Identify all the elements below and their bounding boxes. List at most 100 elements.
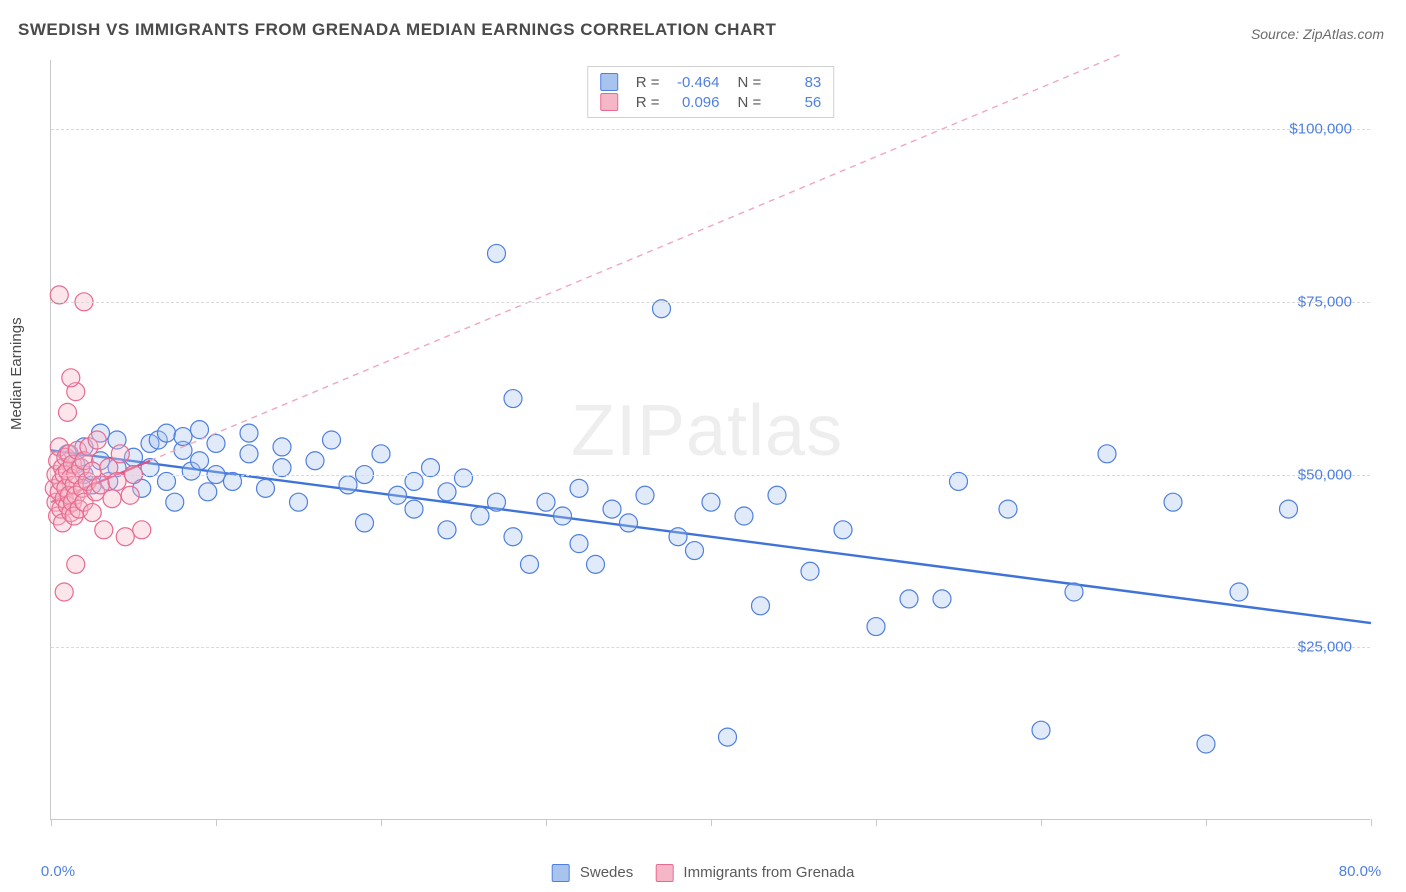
data-point-swedes — [166, 493, 184, 511]
scatter-svg — [51, 60, 1371, 820]
data-point-swedes — [199, 483, 217, 501]
data-point-swedes — [405, 500, 423, 518]
data-point-swedes — [1032, 721, 1050, 739]
data-point-swedes — [570, 479, 588, 497]
data-point-swedes — [752, 597, 770, 615]
data-point-swedes — [504, 528, 522, 546]
y-tick-label: $25,000 — [1298, 639, 1352, 656]
data-point-swedes — [686, 542, 704, 560]
x-tick — [381, 819, 382, 826]
data-point-swedes — [240, 445, 258, 463]
data-point-swedes — [339, 476, 357, 494]
data-point-swedes — [669, 528, 687, 546]
y-tick-label: $50,000 — [1298, 466, 1352, 483]
x-tick — [876, 819, 877, 826]
n-value-grenada: 56 — [769, 94, 821, 111]
data-point-swedes — [488, 493, 506, 511]
trend-line-swedes — [51, 450, 1371, 623]
gridline — [51, 475, 1370, 476]
data-point-swedes — [570, 535, 588, 553]
data-point-swedes — [933, 590, 951, 608]
x-tick — [51, 819, 52, 826]
legend-label-swedes: Swedes — [580, 864, 633, 881]
gridline — [51, 129, 1370, 130]
data-point-swedes — [356, 514, 374, 532]
data-point-swedes — [620, 514, 638, 532]
data-point-swedes — [900, 590, 918, 608]
data-point-swedes — [719, 728, 737, 746]
data-point-swedes — [1230, 583, 1248, 601]
plot-area: ZIPatlas R = -0.464 N = 83 R = 0.096 N =… — [50, 60, 1370, 820]
data-point-swedes — [158, 424, 176, 442]
data-point-swedes — [273, 438, 291, 456]
data-point-grenada — [103, 490, 121, 508]
legend-item-grenada: Immigrants from Grenada — [655, 864, 854, 882]
data-point-swedes — [389, 486, 407, 504]
data-point-swedes — [207, 434, 225, 452]
y-tick-label: $75,000 — [1298, 293, 1352, 310]
data-point-grenada — [95, 521, 113, 539]
data-point-grenada — [67, 555, 85, 573]
data-point-grenada — [55, 583, 73, 601]
data-point-swedes — [768, 486, 786, 504]
gridline — [51, 647, 1370, 648]
r-value-grenada: 0.096 — [668, 94, 720, 111]
n-value-swedes: 83 — [769, 74, 821, 91]
x-tick — [1041, 819, 1042, 826]
data-point-swedes — [372, 445, 390, 463]
x-axis-max-label: 80.0% — [1339, 863, 1382, 880]
data-point-swedes — [537, 493, 555, 511]
data-point-swedes — [521, 555, 539, 573]
data-point-swedes — [1197, 735, 1215, 753]
data-point-swedes — [438, 483, 456, 501]
x-axis-min-label: 0.0% — [41, 863, 75, 880]
data-point-grenada — [88, 431, 106, 449]
x-tick — [1371, 819, 1372, 826]
swatch-grenada — [600, 93, 618, 111]
data-point-swedes — [174, 428, 192, 446]
correlation-row-swedes: R = -0.464 N = 83 — [600, 72, 822, 92]
x-tick — [216, 819, 217, 826]
data-point-swedes — [290, 493, 308, 511]
y-tick-label: $100,000 — [1289, 121, 1352, 138]
x-tick — [1206, 819, 1207, 826]
series-legend: Swedes Immigrants from Grenada — [552, 864, 855, 882]
data-point-swedes — [504, 390, 522, 408]
data-point-grenada — [62, 369, 80, 387]
data-point-swedes — [323, 431, 341, 449]
r-value-swedes: -0.464 — [668, 74, 720, 91]
data-point-grenada — [116, 528, 134, 546]
data-point-swedes — [257, 479, 275, 497]
data-point-swedes — [191, 421, 209, 439]
y-axis-label: Median Earnings — [8, 317, 25, 430]
legend-label-grenada: Immigrants from Grenada — [683, 864, 854, 881]
data-point-swedes — [999, 500, 1017, 518]
data-point-swedes — [1280, 500, 1298, 518]
correlation-row-grenada: R = 0.096 N = 56 — [600, 92, 822, 112]
data-point-swedes — [488, 244, 506, 262]
x-tick — [711, 819, 712, 826]
legend-item-swedes: Swedes — [552, 864, 634, 882]
data-point-swedes — [438, 521, 456, 539]
data-point-swedes — [834, 521, 852, 539]
data-point-swedes — [554, 507, 572, 525]
data-point-swedes — [1098, 445, 1116, 463]
data-point-swedes — [801, 562, 819, 580]
data-point-swedes — [636, 486, 654, 504]
source-attribution: Source: ZipAtlas.com — [1251, 26, 1384, 42]
data-point-swedes — [867, 618, 885, 636]
data-point-swedes — [735, 507, 753, 525]
gridline — [51, 302, 1370, 303]
data-point-swedes — [240, 424, 258, 442]
data-point-grenada — [121, 486, 139, 504]
data-point-grenada — [133, 521, 151, 539]
data-point-swedes — [455, 469, 473, 487]
data-point-swedes — [702, 493, 720, 511]
correlation-legend: R = -0.464 N = 83 R = 0.096 N = 56 — [587, 66, 835, 118]
swatch-grenada-icon — [655, 864, 673, 882]
data-point-swedes — [1164, 493, 1182, 511]
data-point-swedes — [471, 507, 489, 525]
data-point-swedes — [1065, 583, 1083, 601]
data-point-grenada — [59, 403, 77, 421]
swatch-swedes-icon — [552, 864, 570, 882]
